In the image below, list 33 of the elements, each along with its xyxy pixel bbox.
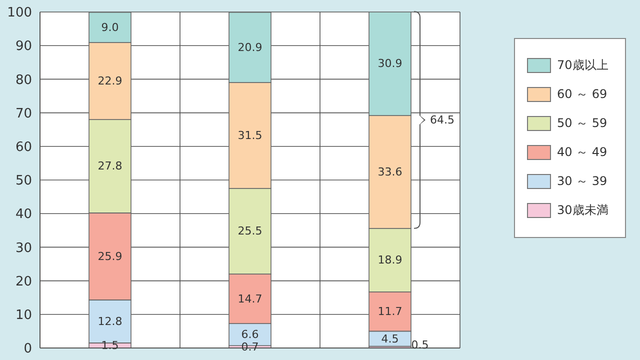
legend-label: 50 ～ 59	[557, 115, 608, 132]
data-label: 12.8	[98, 314, 122, 328]
y-tick-label: 100	[7, 6, 32, 21]
y-tick-label: 0	[24, 342, 32, 357]
data-label: 14.7	[238, 292, 262, 306]
y-tick-label: 10	[15, 308, 32, 324]
data-label: 31.5	[238, 128, 262, 142]
data-label: 22.9	[98, 74, 122, 88]
data-label: 18.9	[378, 254, 402, 267]
y-tick-label: 70	[15, 106, 32, 122]
data-label: 33.6	[378, 165, 402, 178]
y-tick-label: 20	[15, 274, 32, 290]
data-label: 30.9	[378, 57, 402, 70]
legend-label: 30歳未満	[557, 202, 608, 219]
data-label: 27.8	[98, 160, 122, 173]
data-label: 6.6	[241, 328, 259, 342]
legend-label: 60 ～ 69	[557, 86, 608, 103]
legend-label: 70歳以上	[557, 57, 608, 74]
data-label: 9.0	[101, 20, 119, 34]
y-tick-label: 60	[15, 140, 32, 156]
legend-label: 30 ～ 39	[557, 173, 608, 190]
data-label: 20.9	[238, 40, 262, 54]
data-label: 4.5	[381, 332, 399, 346]
data-label: 11.7	[378, 305, 402, 318]
y-tick-label: 50	[15, 174, 32, 189]
annotation: 64.5	[430, 114, 454, 127]
legend-label: 40 ～ 49	[557, 144, 608, 161]
y-tick-label: 80	[15, 72, 32, 88]
y-tick-label: 40	[15, 207, 32, 222]
data-label: 25.5	[238, 224, 262, 238]
y-tick-label: 30	[15, 240, 32, 256]
data-label: 25.9	[98, 250, 122, 263]
y-tick-label: 90	[15, 39, 32, 54]
